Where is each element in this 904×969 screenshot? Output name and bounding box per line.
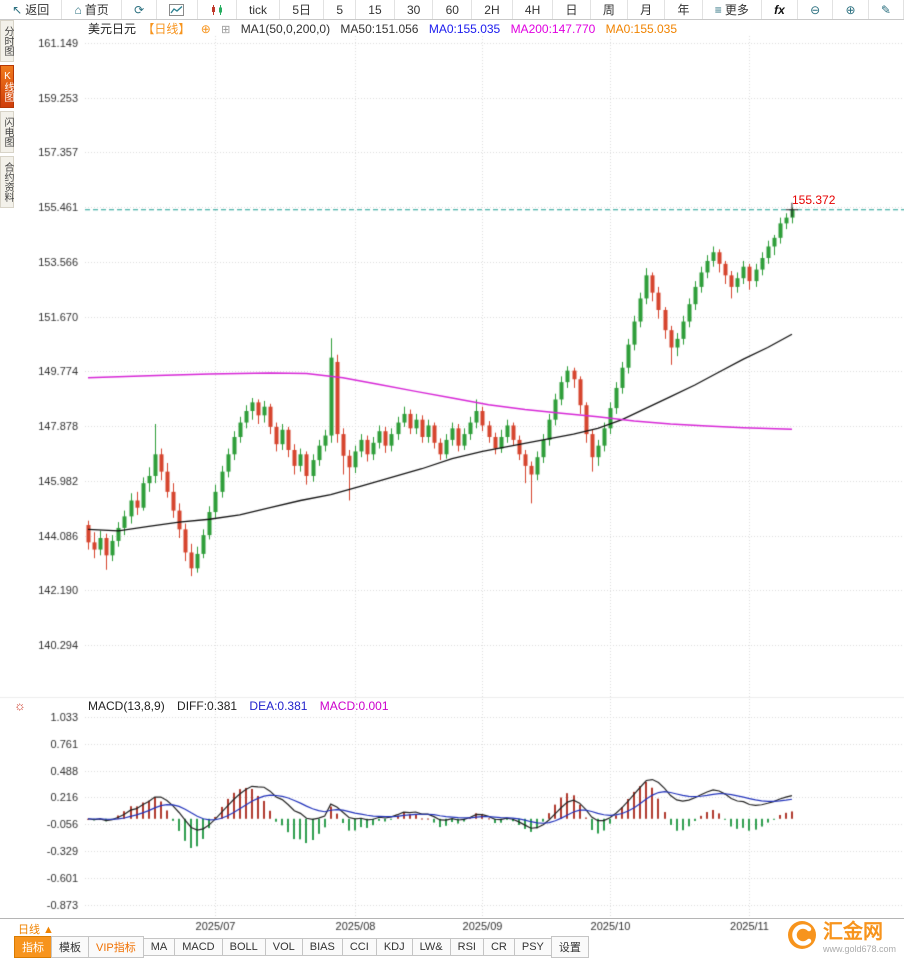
tab-macd[interactable]: MACD bbox=[174, 938, 223, 956]
macd-title: MACD(13,8,9) bbox=[88, 699, 165, 713]
pen-icon: ✎ bbox=[880, 2, 891, 17]
indicator-settings-icon[interactable]: ☼ bbox=[14, 698, 26, 713]
toolbar-year-label: 年 bbox=[677, 3, 690, 17]
toolbar-5d-label: 5日 bbox=[292, 3, 312, 17]
toolbar-tick-button[interactable]: tick bbox=[237, 0, 281, 19]
toolbar-m5-button[interactable]: 5 bbox=[324, 0, 357, 19]
period-toggle[interactable]: 日线 ▲ bbox=[18, 924, 54, 936]
ma0-value-orange: MA0:155.035 bbox=[605, 22, 678, 36]
toolbar-week-label: 周 bbox=[602, 3, 615, 17]
add-indicator-icon[interactable]: ⊕ bbox=[200, 22, 211, 36]
top-toolbar: ↖ 返回 ⌂ 首页 ⟳ tick 5日 5 15 30 60 2H 4H 日周月年 ≡ 更多 fx ⊖ ⊕ ✎ bbox=[0, 0, 904, 20]
chart-type-sidebar: 分时图 K线图闪电图合约资料 bbox=[0, 20, 14, 208]
indicator-tabbar: 指标 模板 VIP指标 MA MACD BOLL VOL BIAS CCI KDJ LW& RSI CR… bbox=[0, 936, 904, 958]
sidebar-item-contract-info[interactable]: 合约资料 bbox=[0, 156, 14, 208]
sidebar-item-lightning-chart[interactable]: 闪电图 bbox=[0, 111, 14, 153]
candlestick-icon bbox=[210, 4, 224, 16]
chart-header: 美元日元 【日线】 ⊕ ⊞ MA1(50,0,200,0) MA50:151.0… bbox=[88, 20, 684, 37]
toolbar-m5-label: 5 bbox=[336, 2, 343, 17]
toolbar-fx-label: fx bbox=[774, 2, 785, 17]
ma200-value: MA200:147.770 bbox=[510, 22, 596, 36]
toolbar-day-button[interactable]: 日 bbox=[553, 0, 591, 19]
tab-indicator[interactable]: 指标 bbox=[14, 936, 52, 958]
toolbar-tick-label: tick bbox=[249, 2, 268, 17]
toolbar-line-chart-mode-button[interactable] bbox=[157, 0, 198, 19]
logo-icon bbox=[787, 920, 817, 955]
tab-boll[interactable]: BOLL bbox=[221, 938, 266, 956]
toolbar-m15-button[interactable]: 15 bbox=[356, 0, 395, 19]
refresh-icon: ⟳ bbox=[134, 2, 145, 17]
line-chart-icon bbox=[169, 3, 185, 16]
tab-lw[interactable]: LW& bbox=[411, 938, 451, 956]
toolbar-fx-button[interactable]: fx bbox=[762, 0, 798, 19]
toolbar-refresh-button[interactable]: ⟳ bbox=[122, 0, 158, 19]
toolbar-h2-button[interactable]: 2H bbox=[472, 0, 513, 19]
ma0-value-blue: MA0:155.035 bbox=[428, 22, 501, 36]
toolbar-h4-button[interactable]: 4H bbox=[513, 0, 554, 19]
toolbar-year-button[interactable]: 年 bbox=[665, 0, 703, 19]
tab-vol[interactable]: VOL bbox=[264, 938, 303, 956]
toolbar-home-button[interactable]: ⌂ 首页 bbox=[62, 0, 122, 19]
toolbar-week-button[interactable]: 周 bbox=[591, 0, 629, 19]
toolbar-5d-button[interactable]: 5日 bbox=[280, 0, 325, 19]
x-axis-strip: 日线 ▲ bbox=[0, 918, 904, 937]
symbol-label: 美元日元 bbox=[88, 22, 137, 36]
tab-rsi[interactable]: RSI bbox=[449, 938, 484, 956]
toolbar-more-label: 更多 bbox=[724, 3, 749, 17]
period-label: 【日线】 bbox=[142, 22, 191, 36]
macd-bar-value: MACD:0.001 bbox=[319, 699, 389, 713]
sidebar-item-kline-chart[interactable]: K线图 bbox=[0, 65, 14, 108]
tab-template[interactable]: 模板 bbox=[51, 936, 89, 958]
toolbar-day-label: 日 bbox=[565, 3, 578, 17]
toolbar-h4-label: 4H bbox=[524, 2, 541, 17]
macd-diff-value: DIFF:0.381 bbox=[177, 699, 238, 713]
ma50-value: MA50:151.056 bbox=[340, 22, 419, 36]
toolbar-m30-button[interactable]: 30 bbox=[395, 0, 434, 19]
toolbar-m30-label: 30 bbox=[406, 2, 421, 17]
tab-psy[interactable]: PSY bbox=[513, 938, 552, 956]
toolbar-back-label: 返回 bbox=[25, 3, 50, 17]
tab-vip-indicator[interactable]: VIP指标 bbox=[88, 936, 144, 958]
toolbar-h2-label: 2H bbox=[484, 2, 500, 17]
back-icon: ↖ bbox=[12, 2, 23, 17]
toolbar-m15-label: 15 bbox=[368, 2, 382, 17]
zoom-in-icon: ⊕ bbox=[845, 2, 856, 17]
tab-ma[interactable]: MA bbox=[142, 938, 176, 956]
logo-url: www.gold678.com bbox=[822, 943, 896, 954]
toolbar-back-button[interactable]: ↖ 返回 bbox=[0, 0, 63, 19]
toolbar-more-button[interactable]: ≡ 更多 bbox=[703, 0, 762, 19]
macd-header: MACD(13,8,9) DIFF:0.381 DEA:0.381 MACD:0… bbox=[88, 699, 398, 713]
toolbar-candle-mode-button[interactable] bbox=[198, 0, 237, 19]
toolbar-m60-label: 60 bbox=[445, 2, 459, 17]
menu-icon: ≡ bbox=[714, 2, 722, 17]
home-icon: ⌂ bbox=[74, 2, 82, 17]
tab-cr[interactable]: CR bbox=[482, 938, 515, 956]
macd-dea-value: DEA:0.381 bbox=[249, 699, 308, 713]
tab-bias[interactable]: BIAS bbox=[301, 938, 343, 956]
toolbar-m60-button[interactable]: 60 bbox=[433, 0, 473, 19]
toolbar-zoom-out-button[interactable]: ⊖ bbox=[798, 0, 834, 19]
tab-cci[interactable]: CCI bbox=[341, 938, 377, 956]
toolbar-draw-button[interactable]: ✎ bbox=[869, 0, 904, 19]
toolbar-zoom-in-button[interactable]: ⊕ bbox=[833, 0, 869, 19]
zoom-out-icon: ⊖ bbox=[810, 2, 821, 17]
last-price-label: 155.372 bbox=[792, 193, 836, 207]
sidebar-item-time-chart[interactable]: 分时图 bbox=[0, 20, 14, 62]
tab-kdj[interactable]: KDJ bbox=[375, 938, 413, 956]
toolbar-month-button[interactable]: 月 bbox=[628, 0, 666, 19]
ma-definition-label: MA1(50,0,200,0) bbox=[240, 22, 331, 36]
tab-settings[interactable]: 设置 bbox=[550, 936, 589, 958]
site-logo: 汇金网 www.gold678.com bbox=[787, 920, 896, 955]
ma-settings-icon[interactable]: ⊞ bbox=[221, 24, 231, 36]
logo-name: 汇金网 bbox=[822, 920, 883, 943]
toolbar-home-label: 首页 bbox=[84, 3, 109, 17]
toolbar-month-label: 月 bbox=[640, 3, 653, 17]
